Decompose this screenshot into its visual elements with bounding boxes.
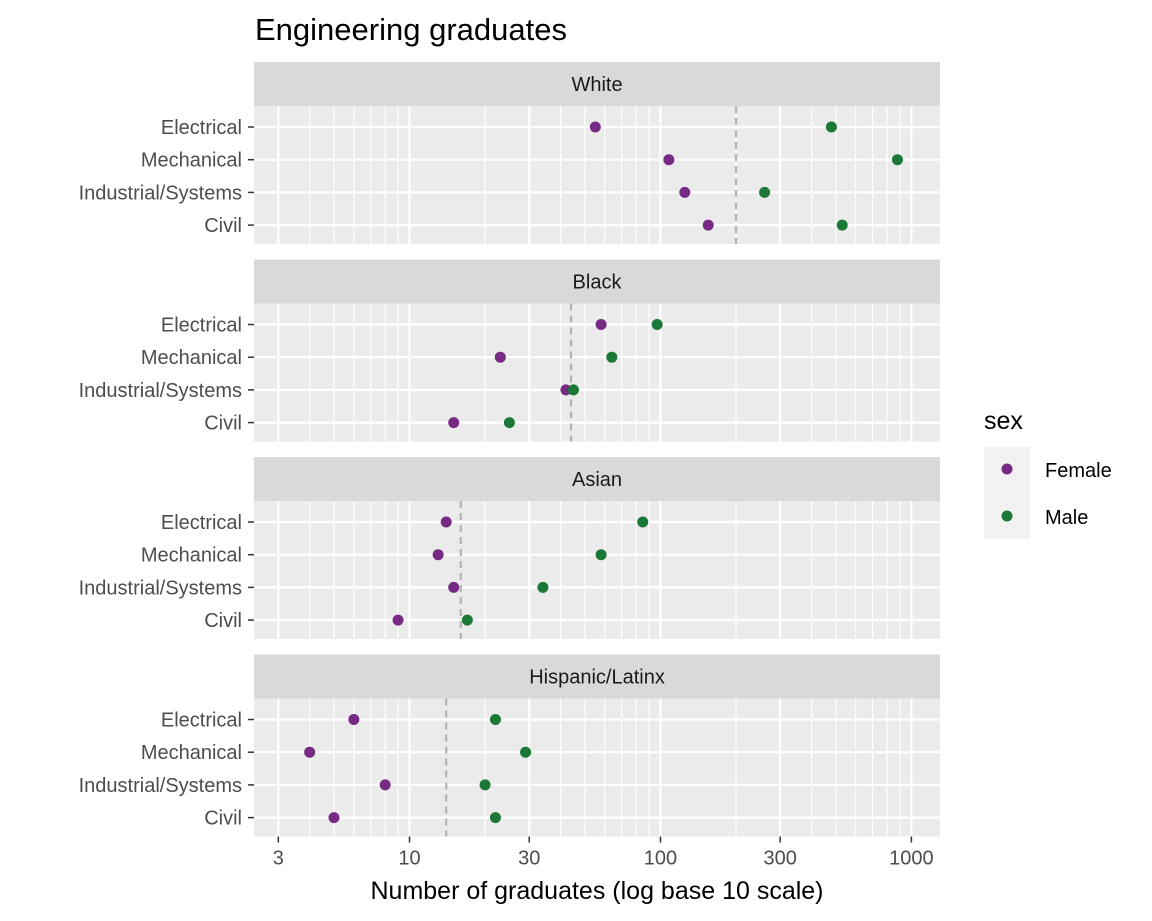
panel-asian: Asian Electrical Mechanical Industrial/Syst… — [79, 457, 940, 639]
legend-title: sex — [984, 407, 1023, 435]
point-female-electrical — [589, 121, 601, 133]
y-tick-label-electrical: Electrical — [161, 512, 242, 534]
y-tick-label-mechanical: Mechanical — [141, 150, 242, 172]
point-male-civil — [836, 219, 848, 231]
point-female-civil — [392, 614, 404, 626]
point-female-electrical — [440, 516, 452, 528]
point-male-civil — [461, 614, 473, 626]
y-tick-label-electrical: Electrical — [161, 710, 242, 732]
panel-background — [254, 698, 940, 837]
panel-black: Black Electrical Mechanical Industrial/Syst… — [79, 259, 940, 442]
point-male-electrical — [637, 516, 649, 528]
point-female-mechanical — [663, 154, 675, 166]
panel-background — [254, 501, 940, 639]
x-tick-label: 30 — [518, 848, 540, 870]
y-tick-label-civil: Civil — [204, 808, 242, 830]
point-male-industrial-systems — [567, 384, 579, 396]
point-male-civil — [503, 417, 515, 429]
x-tick-label: 100 — [644, 848, 677, 870]
facet-strip — [254, 457, 940, 501]
y-tick-label-mechanical: Mechanical — [141, 742, 242, 764]
chart-title: Engineering graduates — [255, 12, 567, 47]
panel-white: White Electrical Mechanical Industrial/Syst… — [79, 62, 940, 244]
y-tick-label-industrial-systems: Industrial/Systems — [79, 182, 242, 204]
legend-key-female — [1001, 463, 1013, 475]
legend-label-female: Female — [1045, 460, 1112, 482]
facet-strip — [254, 259, 940, 304]
legend: sex Female Male — [984, 407, 1112, 539]
panel-hispanic-latinx: Hispanic/Latinx Electrical Mechanical Indus… — [79, 654, 940, 837]
point-male-mechanical — [520, 746, 532, 758]
point-male-electrical — [825, 121, 837, 133]
x-tick-label: 1000 — [889, 848, 934, 870]
facet-label-hispanic-latinx: Hispanic/Latinx — [529, 667, 665, 689]
point-male-mechanical — [891, 154, 903, 166]
y-tick-label-mechanical: Mechanical — [141, 347, 242, 369]
facet-strip — [254, 62, 940, 106]
point-female-industrial-systems — [679, 186, 691, 198]
x-axis: 3 10 30 100 300 1000 — [273, 836, 934, 870]
legend-key-background — [984, 447, 1030, 539]
point-female-industrial-systems — [448, 581, 460, 593]
facet-label-white: White — [571, 74, 622, 96]
facet-panels: White Electrical Mechanical Industrial/Syst… — [79, 62, 940, 837]
point-male-industrial-systems — [537, 581, 549, 593]
y-tick-label-industrial-systems: Industrial/Systems — [79, 577, 242, 599]
y-tick-label-industrial-systems: Industrial/Systems — [79, 775, 242, 797]
facet-strip — [254, 654, 940, 699]
facet-label-asian: Asian — [572, 469, 622, 491]
point-male-mechanical — [606, 351, 618, 363]
y-tick-label-electrical: Electrical — [161, 117, 242, 139]
point-male-mechanical — [595, 549, 607, 561]
point-male-electrical — [651, 319, 663, 330]
y-tick-label-civil: Civil — [204, 413, 242, 435]
point-female-industrial-systems — [379, 779, 391, 791]
point-male-industrial-systems — [479, 779, 491, 791]
y-tick-label-industrial-systems: Industrial/Systems — [79, 380, 242, 402]
y-tick-label-electrical: Electrical — [161, 315, 242, 337]
point-female-civil — [702, 219, 714, 231]
y-tick-label-civil: Civil — [204, 610, 242, 632]
point-female-mechanical — [494, 351, 506, 363]
x-tick-label: 3 — [273, 848, 284, 870]
x-tick-label: 300 — [764, 848, 797, 870]
x-axis-title: Number of graduates (log base 10 scale) — [370, 877, 823, 905]
legend-label-male: Male — [1045, 507, 1088, 529]
y-tick-label-mechanical: Mechanical — [141, 545, 242, 567]
point-female-civil — [448, 417, 460, 429]
x-tick-label: 10 — [398, 848, 420, 870]
point-female-electrical — [595, 319, 607, 330]
point-female-mechanical — [432, 549, 444, 561]
point-female-civil — [328, 812, 340, 824]
legend-key-male — [1001, 510, 1013, 522]
point-male-industrial-systems — [759, 186, 771, 198]
point-female-electrical — [348, 714, 360, 725]
facet-label-black: Black — [573, 272, 623, 294]
point-male-civil — [489, 812, 501, 824]
point-male-electrical — [489, 714, 501, 725]
y-tick-label-civil: Civil — [204, 215, 242, 237]
point-female-mechanical — [304, 746, 316, 758]
point-female-industrial-systems — [560, 384, 572, 396]
